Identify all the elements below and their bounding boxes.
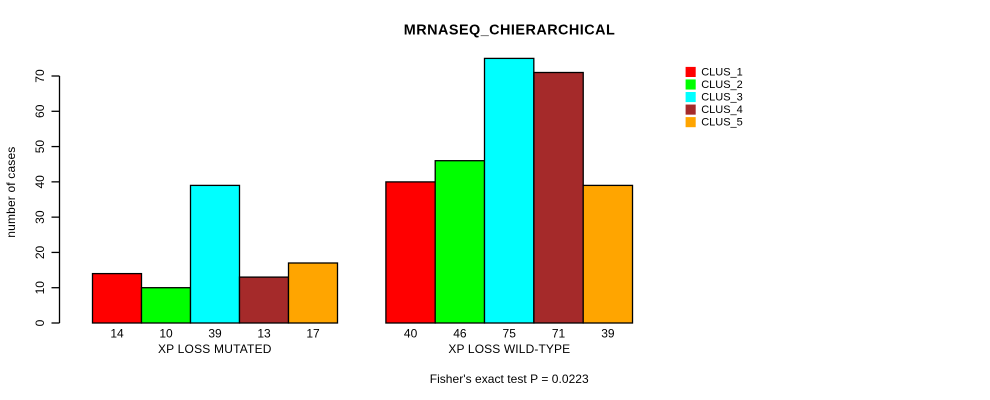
svg-text:14: 14	[110, 327, 124, 341]
svg-text:10: 10	[33, 281, 47, 295]
svg-text:number of cases: number of cases	[4, 147, 18, 238]
svg-text:60: 60	[33, 104, 47, 118]
svg-text:17: 17	[306, 327, 320, 341]
svg-text:0: 0	[33, 319, 47, 326]
svg-text:71: 71	[552, 327, 566, 341]
svg-text:46: 46	[453, 327, 467, 341]
svg-text:XP LOSS WILD-TYPE: XP LOSS WILD-TYPE	[448, 342, 570, 356]
svg-text:Fisher's exact test P = 0.0223: Fisher's exact test P = 0.0223	[430, 372, 589, 386]
svg-text:39: 39	[208, 327, 222, 341]
svg-text:50: 50	[33, 140, 47, 154]
svg-text:XP LOSS MUTATED: XP LOSS MUTATED	[158, 342, 272, 356]
svg-text:30: 30	[33, 210, 47, 224]
svg-text:40: 40	[404, 327, 418, 341]
svg-text:CLUS_1: CLUS_1	[701, 66, 743, 78]
svg-text:CLUS_4: CLUS_4	[701, 104, 743, 116]
svg-text:13: 13	[257, 327, 271, 341]
svg-text:39: 39	[601, 327, 615, 341]
svg-text:75: 75	[503, 327, 517, 341]
svg-text:CLUS_5: CLUS_5	[701, 117, 743, 129]
svg-text:20: 20	[33, 245, 47, 259]
svg-text:70: 70	[33, 69, 47, 83]
svg-text:CLUS_3: CLUS_3	[701, 91, 743, 103]
svg-text:CLUS_2: CLUS_2	[701, 79, 743, 91]
svg-text:40: 40	[33, 175, 47, 189]
svg-text:10: 10	[159, 327, 173, 341]
svg-text:MRNASEQ_CHIERARCHICAL: MRNASEQ_CHIERARCHICAL	[404, 23, 615, 39]
